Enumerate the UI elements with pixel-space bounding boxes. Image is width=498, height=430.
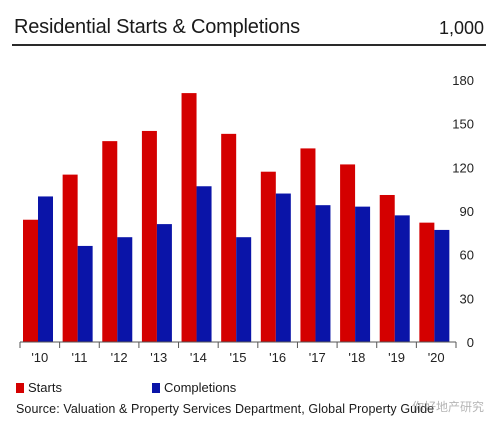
legend: Starts Completions <box>16 380 326 395</box>
legend-swatch-starts <box>16 382 24 393</box>
x-tick-label-0: '10 <box>31 350 48 365</box>
bar-completions-7 <box>315 205 331 342</box>
x-tick-label-2: '12 <box>111 350 128 365</box>
x-tick-label-8: '18 <box>348 350 365 365</box>
y-tick-label-6: 180 <box>452 73 474 88</box>
y-tick-label-1: 30 <box>460 291 474 306</box>
chart-title: Residential Starts & Completions <box>14 16 300 38</box>
watermark: 你好地产研究 <box>411 400 484 414</box>
bar-completions-9 <box>394 215 410 342</box>
y-tick-label-5: 150 <box>452 117 474 132</box>
bar-completions-1 <box>77 245 93 342</box>
legend-item-completions: Completions <box>151 380 237 395</box>
x-tick-label-4: '14 <box>190 350 207 365</box>
bar-starts-5 <box>221 133 237 342</box>
bar-completions-4 <box>196 186 212 342</box>
bar-starts-4 <box>181 93 197 342</box>
x-tick-label-3: '13 <box>150 350 167 365</box>
bar-starts-10 <box>419 222 435 342</box>
bar-starts-0 <box>23 219 38 342</box>
y-tick-label-2: 60 <box>460 248 474 263</box>
bar-completions-10 <box>434 229 450 342</box>
bar-starts-6 <box>260 171 276 342</box>
bar-starts-2 <box>102 141 118 342</box>
x-tick-label-10: '20 <box>428 350 445 365</box>
bar-completions-3 <box>156 224 172 342</box>
bar-completions-2 <box>117 237 133 342</box>
bar-starts-8 <box>340 164 356 342</box>
unit-label: 1,000 <box>438 18 484 38</box>
legend-label-starts: Starts <box>28 380 62 395</box>
x-tick-label-9: '19 <box>388 350 405 365</box>
bar-starts-3 <box>141 130 157 342</box>
bar-starts-7 <box>300 148 316 342</box>
y-tick-label-0: 0 <box>467 335 474 350</box>
bar-completions-6 <box>275 193 291 342</box>
bar-completions-5 <box>236 237 252 342</box>
y-tick-label-4: 120 <box>452 160 474 175</box>
x-tick-label-6: '16 <box>269 350 286 365</box>
x-tick-label-5: '15 <box>230 350 247 365</box>
legend-swatch-completions <box>151 382 160 393</box>
bar-starts-9 <box>379 194 395 342</box>
bar-completions-8 <box>355 206 371 342</box>
legend-item-starts: Starts <box>16 380 62 395</box>
y-tick-label-3: 90 <box>460 204 474 219</box>
source-note: Source: Valuation & Property Services De… <box>16 402 435 416</box>
legend-label-completions: Completions <box>163 380 237 395</box>
bar-completions-0 <box>38 196 53 342</box>
x-tick-label-1: '11 <box>71 350 87 365</box>
title-divider <box>12 44 486 46</box>
bar-starts-1 <box>62 174 78 342</box>
x-tick-label-7: '17 <box>309 350 326 365</box>
